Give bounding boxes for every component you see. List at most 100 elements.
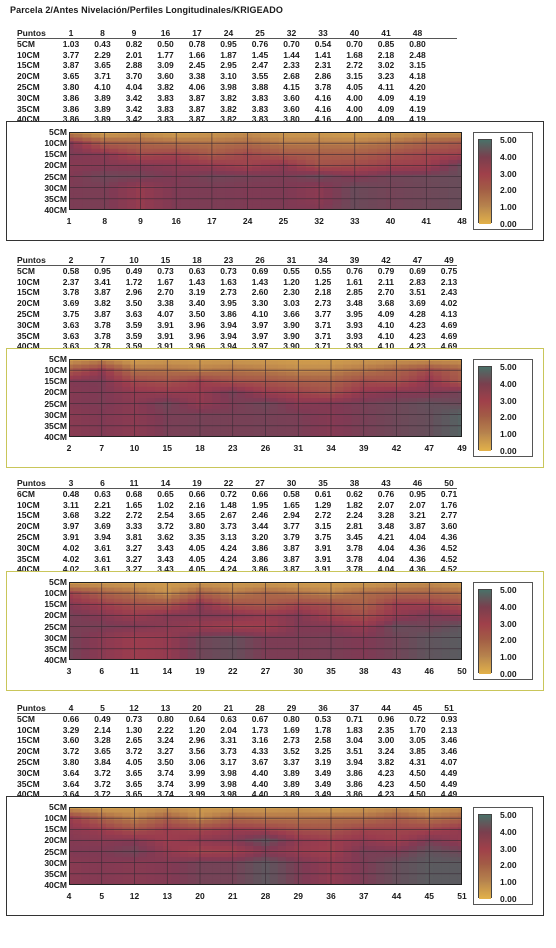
heatmap-cell	[285, 621, 295, 626]
heatmap-cell	[416, 609, 426, 615]
heatmap-cell	[269, 654, 279, 659]
heatmap-cell	[367, 816, 377, 821]
heatmap-cell	[408, 409, 418, 414]
heatmap-cell	[441, 386, 451, 392]
heatmap-cell	[154, 632, 164, 637]
heatmap-cell	[118, 148, 128, 154]
heatmap-cell	[109, 182, 119, 187]
heatmap-cell	[179, 827, 189, 832]
table-cell: 4.23	[409, 330, 426, 341]
heatmap-cell	[189, 204, 200, 209]
table-cell: 3.71	[314, 341, 332, 352]
heatmap-cell	[384, 398, 394, 403]
heatmap-cell	[179, 875, 189, 881]
heatmap-cell	[449, 628, 459, 633]
heatmap-cell	[234, 156, 244, 161]
heatmap-cell	[408, 879, 418, 884]
heatmap-cell	[449, 394, 459, 399]
heatmap-cell	[73, 431, 82, 436]
heatmap-cell	[234, 133, 244, 139]
heatmap-cell	[73, 583, 82, 589]
heatmap-cell	[296, 163, 307, 168]
heatmap-cell	[416, 827, 426, 832]
heatmap-cell	[287, 167, 298, 172]
heatmap-cell	[433, 643, 443, 648]
heatmap-cell	[433, 591, 443, 596]
x-tick-label: 5	[99, 891, 105, 901]
table-cell: 3.97	[251, 341, 269, 352]
heatmap-cell	[384, 431, 394, 436]
heatmap-cell	[179, 846, 189, 851]
table-cell: 3.06	[188, 756, 206, 767]
x-tick-label: 44	[391, 891, 402, 901]
heatmap-cell	[359, 167, 369, 172]
heatmap-cell	[448, 193, 459, 198]
heatmap-cell	[457, 598, 462, 604]
heatmap-cell	[343, 875, 353, 881]
heatmap-cell	[204, 853, 213, 858]
heatmap-cell	[439, 185, 450, 191]
heatmap-cell	[449, 632, 459, 637]
heatmap-cell	[73, 394, 82, 399]
heatmap-cell	[162, 145, 173, 150]
heatmap-cell	[433, 398, 443, 403]
heatmap-cell	[127, 148, 137, 154]
heatmap-cell	[343, 621, 353, 626]
heatmap-cell	[433, 864, 443, 869]
heatmap-cell	[220, 591, 230, 596]
heatmap-cell	[412, 141, 423, 146]
heatmap-cell	[204, 842, 213, 847]
legend-swatch	[479, 590, 491, 608]
heatmap-cell	[89, 654, 99, 659]
heatmap-frame	[69, 359, 462, 437]
heatmap-cell	[138, 383, 148, 388]
heatmap-cell	[305, 200, 316, 206]
table-header-row: Puntos 4 5 12 13 20 21 28 29 36 37 44 45 51	[17, 703, 457, 714]
heatmap-cell	[204, 595, 213, 600]
heatmap-cell	[335, 587, 344, 592]
table-cell: 4.05	[125, 756, 143, 767]
heatmap-cell	[367, 842, 377, 847]
table-cell: 4.04	[377, 553, 395, 564]
table-cell: 0.95	[220, 38, 237, 49]
heatmap-cell	[433, 587, 443, 592]
heatmap-cell	[384, 812, 394, 817]
heatmap-cell	[81, 823, 91, 829]
heatmap-cell	[122, 864, 132, 869]
heatmap-cell	[351, 632, 361, 637]
heatmap-cell	[332, 189, 343, 194]
heatmap-cell	[253, 868, 263, 873]
legend-swatch	[479, 140, 491, 158]
table-cell: 2.72	[346, 60, 363, 71]
heatmap-cell	[310, 416, 320, 421]
heatmap-cell	[216, 133, 226, 139]
heatmap-cell	[114, 617, 123, 622]
heatmap-cell	[395, 137, 405, 142]
table-cell: 3.49	[314, 789, 332, 800]
heatmap-cell	[204, 583, 213, 589]
heatmap-cell	[91, 200, 101, 206]
heatmap-cell	[386, 200, 396, 206]
heatmap-cell	[212, 375, 222, 381]
heatmap-cell	[189, 159, 200, 165]
heatmap-cell	[144, 133, 155, 139]
heatmap-cell	[343, 431, 353, 436]
heatmap-cell	[82, 152, 92, 157]
table-cell: 4.05	[188, 564, 206, 575]
heatmap-cell	[187, 820, 197, 825]
heatmap-cell	[73, 598, 82, 604]
heatmap-cell	[73, 386, 82, 392]
heatmap-cell	[81, 383, 91, 388]
heatmap-cell	[236, 875, 246, 881]
heatmap-cell	[408, 591, 418, 596]
heatmap-cell	[408, 390, 418, 395]
table-cell: 3.61	[94, 542, 111, 553]
heatmap-cell	[269, 857, 279, 862]
heatmap-cell	[204, 643, 213, 648]
heatmap-cell	[351, 420, 361, 425]
heatmap-cell	[367, 390, 377, 395]
heatmap-cell	[457, 360, 462, 366]
table-cell: 1.95	[251, 499, 269, 510]
heatmap-cell	[310, 628, 320, 633]
table-cell: 4.21	[377, 531, 395, 542]
